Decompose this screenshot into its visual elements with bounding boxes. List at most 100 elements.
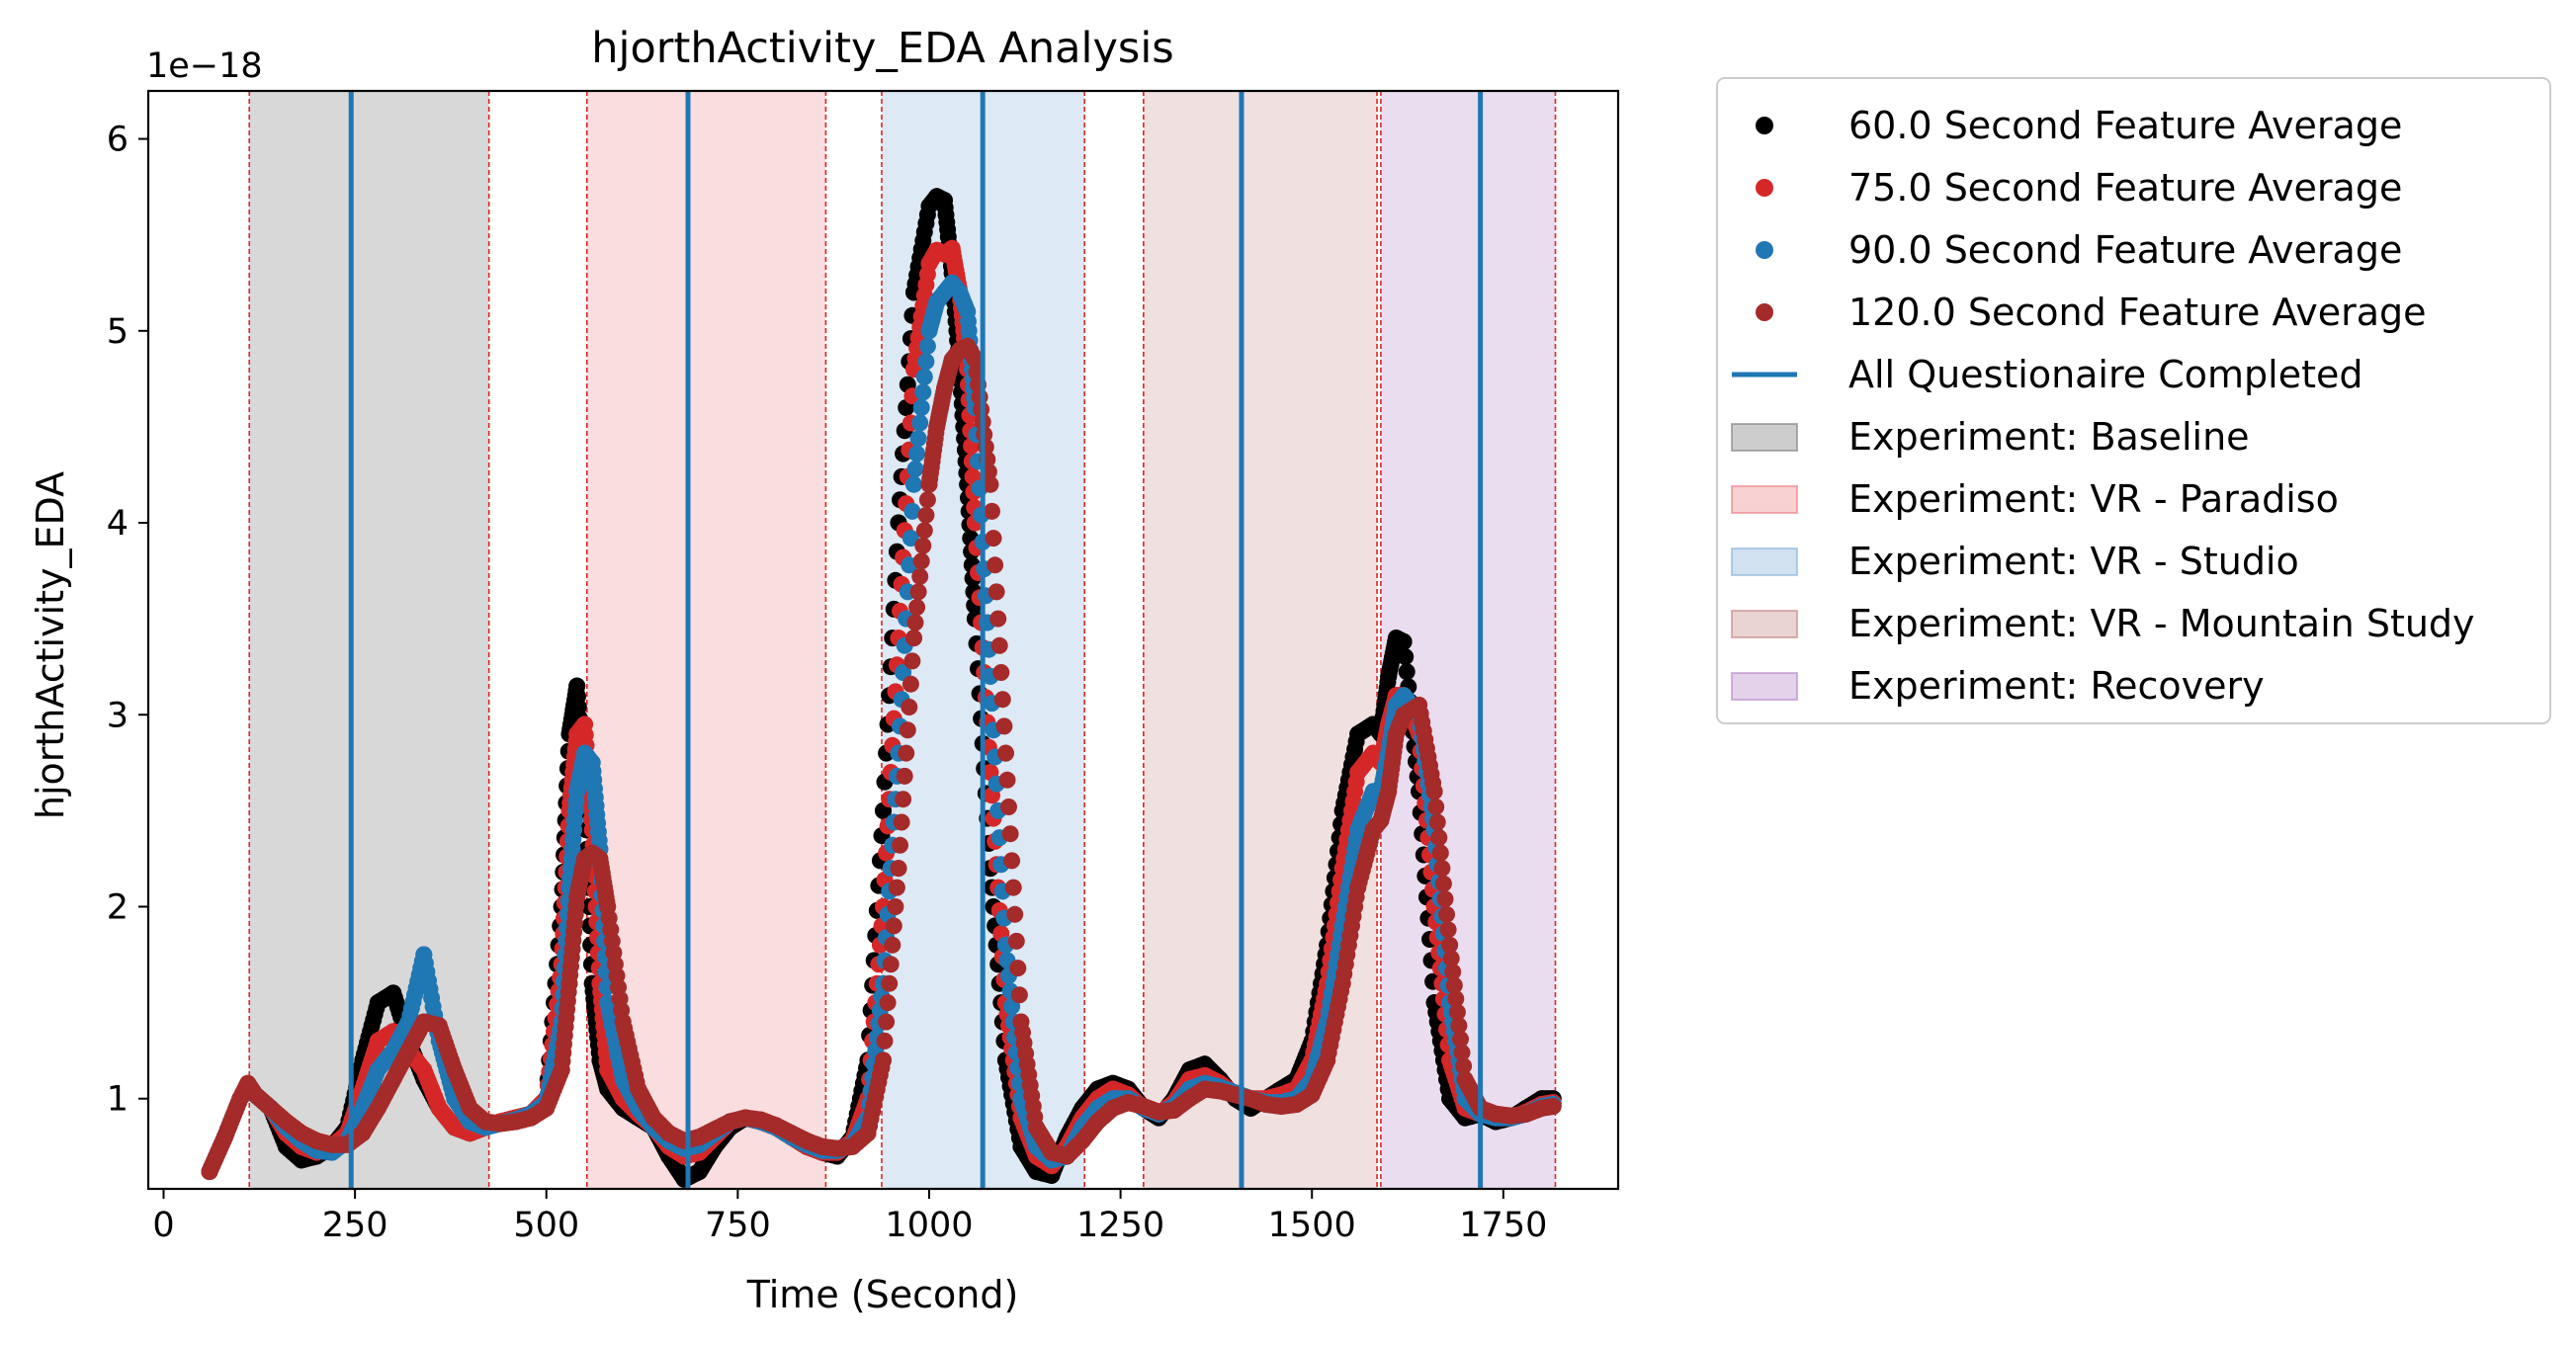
x-tick-label-1: 250 [322, 1206, 388, 1245]
series-3-point-60 [1012, 1013, 1030, 1031]
series-3-point-29 [591, 850, 609, 868]
y-tick-label-4: 5 [107, 312, 129, 352]
series-3-point-48 [875, 1051, 892, 1069]
series-3-point-79 [1303, 1086, 1321, 1104]
series-3-point-23 [538, 1099, 556, 1117]
series-3-point-94 [1503, 1107, 1520, 1125]
series-3-point-20 [491, 1115, 509, 1133]
series-3-point-26 [568, 888, 586, 906]
series-3-point-43 [798, 1132, 816, 1149]
legend-frame [1716, 77, 2551, 724]
series-3-point-50 [905, 630, 922, 647]
series-3-point-47 [859, 1125, 877, 1142]
y-tick-label-2: 3 [107, 696, 129, 735]
series-3-point-69 [1150, 1103, 1167, 1121]
x-tick-label-5: 1250 [1076, 1206, 1164, 1245]
series-1-point-51 [920, 255, 938, 273]
series-3-point-64 [1073, 1132, 1091, 1149]
series-3-point-25 [560, 974, 578, 992]
x-tick-label-6: 1500 [1268, 1206, 1356, 1245]
series-3-point-90 [1441, 936, 1459, 954]
legend-label-span-1: Experiment: VR - Paradiso [1848, 477, 2339, 521]
series-3-point-71 [1180, 1090, 1198, 1108]
series-3-point-7 [293, 1125, 310, 1142]
series-3-point-13 [385, 1070, 402, 1088]
series-3-point-2 [231, 1090, 249, 1108]
legend-marker-series-1 [1756, 179, 1773, 197]
series-3-point-0 [201, 1163, 218, 1180]
series-3-point-57 [966, 351, 984, 369]
y-axis-ticks: 1 2 3 4 5 6 [107, 121, 148, 1120]
series-3-point-80 [1319, 1051, 1336, 1069]
series-3-point-37 [706, 1121, 724, 1138]
series-3-point-4 [246, 1086, 264, 1104]
x-tick-label-3: 750 [705, 1206, 771, 1245]
series-3-point-65 [1088, 1113, 1106, 1131]
series-3-point-93 [1487, 1105, 1504, 1123]
legend-marker-series-0 [1756, 117, 1773, 134]
series-3-point-53 [936, 379, 953, 397]
series-2-point-50 [905, 475, 922, 493]
x-tick-label-0: 0 [152, 1206, 174, 1245]
x-tick-label-4: 1000 [885, 1206, 973, 1245]
legend-label-series-1: 75.0 Second Feature Average [1848, 166, 2402, 210]
legend-marker-span-4 [1731, 672, 1798, 701]
series-3-point-17 [446, 1061, 464, 1079]
series-3 [201, 337, 1562, 1180]
series-3-point-84 [1372, 811, 1390, 829]
series-3-point-81 [1333, 974, 1351, 992]
series-3-point-66 [1104, 1099, 1122, 1117]
series-3-point-49 [890, 860, 907, 878]
series-2-point-82 [1349, 821, 1367, 839]
series-3-point-58 [982, 475, 999, 493]
series-0-point-13 [385, 984, 402, 1002]
series-3-point-76 [1257, 1096, 1275, 1113]
series-3-point-46 [844, 1137, 861, 1155]
questionnaire-lines [348, 91, 1484, 1189]
series-0-point-85 [1380, 667, 1398, 685]
series-3-point-21 [507, 1113, 525, 1131]
series-3-point-86 [1387, 725, 1405, 743]
y-tick-label-1: 2 [107, 887, 129, 927]
span-edges [248, 91, 1557, 1189]
legend-marker-span-2 [1731, 547, 1798, 576]
series-3-point-15 [415, 1013, 433, 1031]
series-3-point-11 [354, 1125, 372, 1142]
series-3-point-91 [1456, 1070, 1474, 1088]
series-2-point-15 [415, 946, 433, 964]
y-offset-label: 1e−18 [146, 46, 263, 86]
series-2-point-12 [369, 1061, 386, 1079]
series-3-point-6 [277, 1113, 295, 1131]
series-0-point-87 [1395, 632, 1413, 650]
series-3-point-31 [614, 1013, 632, 1031]
chart-title: hjorthActivity_EDA Analysis [591, 24, 1173, 73]
series-3-point-63 [1058, 1147, 1075, 1165]
series-3-point-33 [644, 1109, 662, 1127]
legend-marker-span-1 [1731, 485, 1798, 514]
plot-area-frame [146, 89, 1620, 1191]
series-1-point-82 [1349, 764, 1367, 781]
series-3-point-30 [599, 898, 617, 915]
series-3-point-19 [476, 1113, 494, 1131]
series-3-point-77 [1272, 1098, 1290, 1115]
legend-marker-series-3 [1756, 303, 1773, 321]
series-1-point-12 [369, 1032, 386, 1050]
series-3-point-12 [369, 1099, 386, 1117]
series-1-point-27 [576, 715, 593, 733]
series-0-point-26 [568, 677, 586, 695]
legend-label-series-0: 60.0 Second Feature Average [1848, 104, 2402, 147]
series-3-point-45 [828, 1139, 846, 1157]
legend-label-span-4: Experiment: Recovery [1848, 664, 2265, 708]
series-2-point-55 [951, 284, 969, 301]
y-tick-label-3: 4 [107, 504, 129, 544]
y-tick-label-0: 1 [107, 1080, 129, 1120]
series-3-point-32 [630, 1080, 647, 1098]
legend-label-series-3: 120.0 Second Feature Average [1848, 291, 2427, 334]
series-2-point-28 [583, 754, 601, 772]
series-3-point-9 [323, 1135, 341, 1153]
series-3-point-38 [722, 1113, 739, 1131]
series-3-point-52 [928, 418, 946, 436]
series-3-point-51 [920, 475, 938, 493]
legend-label-span-0: Experiment: Baseline [1848, 415, 2250, 459]
legend-marker-span-3 [1731, 610, 1798, 638]
